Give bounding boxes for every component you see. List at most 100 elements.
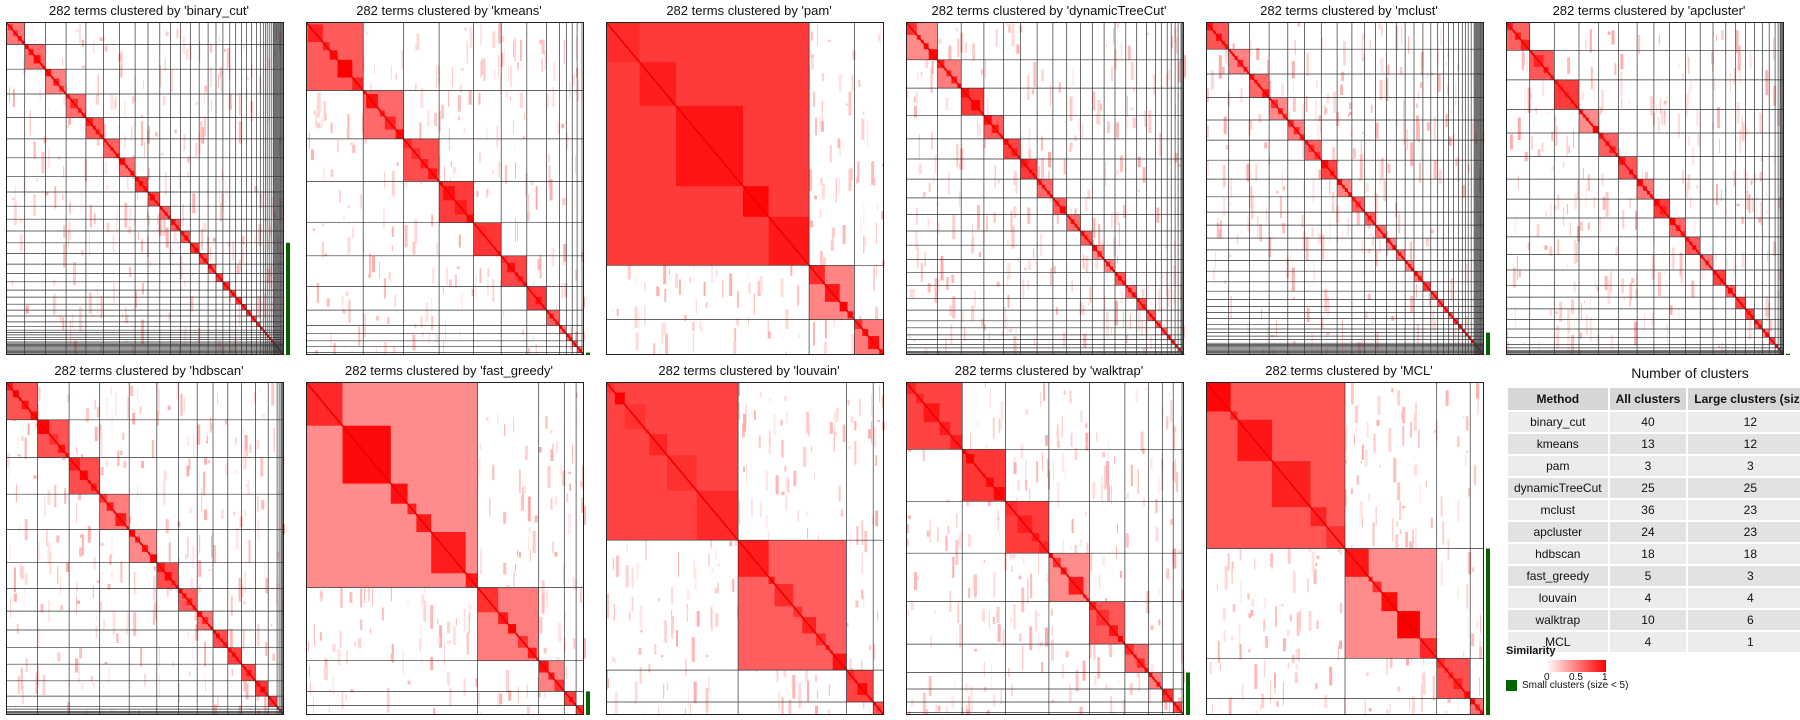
similarity-noise-cell bbox=[456, 266, 460, 269]
similarity-noise-cell bbox=[24, 573, 28, 586]
similarity-noise-cell bbox=[192, 272, 194, 276]
similarity-noise-cell bbox=[80, 249, 84, 256]
similarity-noise-cell bbox=[421, 594, 425, 607]
similarity-noise-cell bbox=[1276, 319, 1277, 338]
similarity-noise-cell bbox=[810, 51, 814, 55]
similarity-noise-cell bbox=[875, 306, 879, 326]
similarity-noise-cell bbox=[394, 294, 396, 307]
similarity-noise-cell bbox=[663, 323, 667, 335]
similarity-noise-cell bbox=[1255, 710, 1258, 715]
similarity-noise-cell bbox=[1620, 71, 1623, 97]
similarity-noise-cell bbox=[1697, 134, 1701, 146]
similarity-noise-cell bbox=[60, 576, 62, 594]
similarity-noise-cell bbox=[934, 611, 936, 614]
similarity-noise-cell bbox=[100, 430, 103, 456]
similarity-noise-cell bbox=[580, 481, 584, 488]
similarity-noise-cell bbox=[1687, 174, 1691, 190]
similarity-noise-cell bbox=[858, 79, 861, 87]
similarity-noise-cell bbox=[1741, 115, 1743, 131]
similarity-noise-cell bbox=[414, 324, 417, 328]
similarity-noise-cell bbox=[24, 437, 27, 459]
cell-large-clusters: 6 bbox=[1688, 610, 1800, 630]
similarity-noise-cell bbox=[68, 231, 70, 247]
similarity-noise-cell bbox=[813, 91, 815, 108]
similarity-noise-cell bbox=[815, 117, 817, 136]
similarity-noise-cell bbox=[1372, 235, 1374, 246]
similarity-noise-cell bbox=[1022, 279, 1025, 299]
similarity-noise-cell bbox=[1053, 266, 1056, 274]
similarity-noise-cell bbox=[1135, 389, 1138, 403]
similarity-noise-cell bbox=[479, 711, 482, 715]
similarity-noise-cell bbox=[867, 121, 869, 146]
similarity-noise-cell bbox=[1032, 89, 1035, 94]
similarity-noise-cell bbox=[1507, 331, 1508, 339]
similarity-noise-cell bbox=[140, 647, 143, 667]
similarity-noise-cell bbox=[1759, 112, 1762, 133]
similarity-noise-cell bbox=[1037, 613, 1041, 616]
similarity-noise-cell bbox=[1687, 52, 1689, 69]
similarity-noise-cell bbox=[455, 618, 457, 626]
similarity-noise-cell bbox=[1222, 607, 1226, 621]
similarity-noise-cell bbox=[1688, 86, 1690, 106]
similarity-noise-cell bbox=[1130, 62, 1134, 80]
similarity-noise-cell bbox=[1567, 262, 1569, 270]
similarity-noise-cell bbox=[1036, 461, 1039, 483]
similarity-noise-cell bbox=[948, 172, 950, 195]
similarity-noise-cell bbox=[144, 673, 146, 687]
similarity-noise-cell bbox=[232, 241, 234, 261]
similarity-noise-cell bbox=[846, 622, 849, 627]
similarity-noise-cell bbox=[190, 296, 194, 312]
similarity-noise-cell bbox=[1410, 422, 1413, 438]
similarity-noise-cell bbox=[968, 534, 972, 548]
similarity-noise-cell bbox=[819, 209, 821, 219]
similarity-noise-cell bbox=[1531, 136, 1533, 150]
similarity-noise-cell bbox=[1062, 539, 1064, 554]
similarity-noise-cell bbox=[938, 279, 940, 290]
similarity-noise-cell bbox=[992, 617, 995, 625]
similarity-noise-cell bbox=[910, 601, 914, 610]
diagonal-line bbox=[6, 382, 285, 715]
similarity-noise-cell bbox=[1694, 220, 1696, 234]
similarity-noise-cell bbox=[20, 667, 23, 691]
similarity-noise-cell bbox=[879, 385, 881, 402]
similarity-noise-cell bbox=[1729, 72, 1731, 92]
similarity-noise-cell bbox=[35, 672, 38, 694]
similarity-noise-cell bbox=[376, 346, 377, 355]
heatmap-border bbox=[606, 382, 884, 715]
similarity-noise-cell bbox=[134, 572, 136, 595]
similarity-noise-cell bbox=[1360, 140, 1362, 155]
similarity-noise-cell bbox=[931, 61, 934, 74]
similarity-noise-cell bbox=[1690, 81, 1692, 92]
heatmap-panel-MCL: 282 terms clustered by 'MCL' bbox=[1206, 360, 1492, 715]
similarity-noise-cell bbox=[775, 475, 779, 495]
similarity-noise-cell bbox=[459, 84, 462, 93]
similarity-noise-cell bbox=[1259, 223, 1263, 242]
heatmap-plot bbox=[606, 382, 885, 715]
similarity-noise-cell bbox=[1527, 242, 1530, 250]
heatmap-plot bbox=[1206, 22, 1490, 355]
similarity-noise-cell bbox=[120, 450, 123, 456]
similarity-noise-cell bbox=[541, 593, 545, 614]
similarity-noise-cell bbox=[1741, 252, 1745, 268]
similarity-noise-cell bbox=[458, 234, 461, 248]
table-row: walktrap 10 6 bbox=[1508, 610, 1800, 630]
similarity-noise-cell bbox=[1406, 129, 1409, 150]
similarity-noise-cell bbox=[1550, 308, 1552, 316]
similarity-noise-cell bbox=[1304, 653, 1306, 656]
similarity-noise-cell bbox=[1471, 633, 1475, 647]
similarity-legend: Similarity 0 0.5 1 bbox=[1506, 645, 1626, 684]
similarity-noise-cell bbox=[1224, 566, 1228, 590]
similarity-noise-cell bbox=[1455, 82, 1457, 106]
similarity-noise-cell bbox=[430, 657, 434, 671]
similarity-noise-cell bbox=[238, 705, 242, 715]
similarity-noise-cell bbox=[132, 412, 136, 425]
similarity-noise-cell bbox=[1596, 286, 1599, 292]
similarity-noise-cell bbox=[381, 607, 384, 621]
similarity-noise-cell bbox=[141, 319, 145, 345]
similarity-noise-cell bbox=[1610, 334, 1614, 350]
similarity-noise-cell bbox=[519, 39, 522, 61]
similarity-noise-cell bbox=[767, 331, 771, 339]
similarity-noise-cell bbox=[1083, 333, 1087, 348]
similarity-noise-cell bbox=[265, 578, 269, 594]
similarity-noise-cell bbox=[1282, 681, 1284, 706]
